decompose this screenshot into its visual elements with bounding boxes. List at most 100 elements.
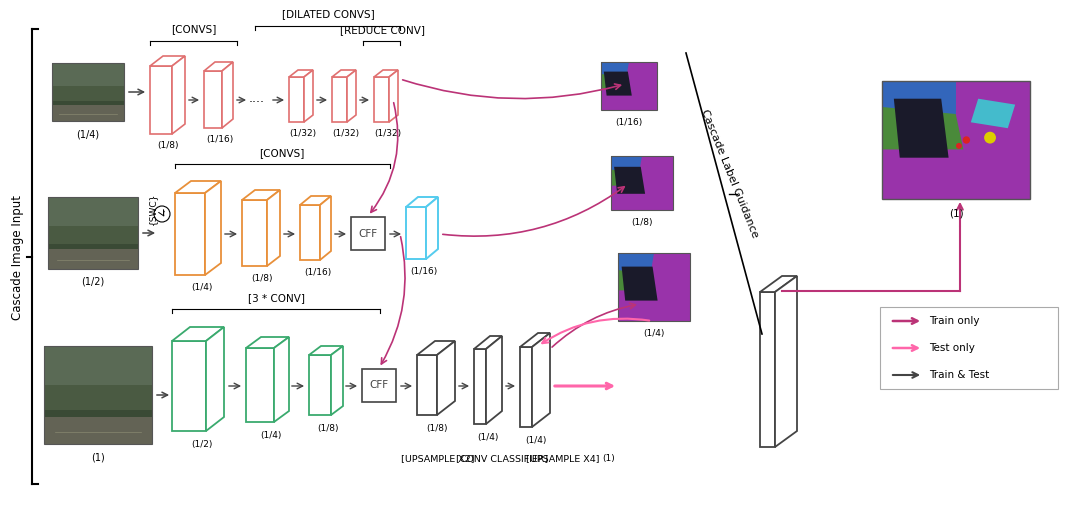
FancyBboxPatch shape: [48, 197, 138, 269]
Polygon shape: [204, 62, 233, 71]
FancyBboxPatch shape: [44, 416, 152, 444]
Polygon shape: [374, 70, 399, 77]
Polygon shape: [760, 292, 775, 447]
Polygon shape: [347, 70, 356, 122]
Polygon shape: [332, 70, 356, 77]
Text: [CONVS]: [CONVS]: [172, 24, 217, 34]
Text: Train only: Train only: [929, 316, 980, 326]
Polygon shape: [320, 196, 330, 260]
Polygon shape: [406, 197, 438, 207]
Text: CFF: CFF: [369, 381, 389, 390]
Polygon shape: [309, 346, 343, 355]
Polygon shape: [474, 336, 502, 349]
FancyBboxPatch shape: [618, 253, 690, 321]
Polygon shape: [486, 336, 502, 424]
Text: (1/8): (1/8): [158, 141, 179, 150]
Polygon shape: [172, 327, 224, 341]
Polygon shape: [150, 66, 172, 134]
Polygon shape: [437, 341, 455, 415]
Text: ....: ....: [249, 92, 265, 104]
Text: (1): (1): [602, 454, 615, 463]
Text: [UPSAMPLE X2]: [UPSAMPLE X2]: [402, 454, 475, 463]
Polygon shape: [532, 333, 550, 427]
Polygon shape: [172, 56, 185, 134]
Polygon shape: [618, 253, 654, 275]
Text: (1/4): (1/4): [77, 129, 99, 139]
Text: (1): (1): [948, 208, 963, 218]
FancyBboxPatch shape: [48, 249, 138, 269]
Polygon shape: [289, 77, 303, 122]
Text: (1): (1): [91, 452, 105, 462]
FancyBboxPatch shape: [52, 63, 124, 89]
Polygon shape: [374, 77, 389, 122]
FancyBboxPatch shape: [52, 86, 124, 101]
Text: (1/8): (1/8): [252, 274, 273, 283]
Polygon shape: [406, 207, 426, 259]
Polygon shape: [615, 167, 645, 194]
FancyBboxPatch shape: [52, 105, 124, 121]
Polygon shape: [882, 81, 956, 114]
Circle shape: [956, 143, 962, 149]
FancyBboxPatch shape: [44, 385, 152, 410]
Polygon shape: [611, 156, 642, 173]
Polygon shape: [222, 62, 233, 128]
Polygon shape: [300, 205, 320, 260]
FancyBboxPatch shape: [611, 156, 673, 210]
Text: [CONV CLASSIFIER]: [CONV CLASSIFIER]: [456, 454, 548, 463]
Polygon shape: [618, 253, 654, 291]
Text: Train & Test: Train & Test: [929, 370, 989, 380]
Polygon shape: [882, 81, 963, 150]
FancyBboxPatch shape: [48, 197, 138, 230]
Text: {SWC}: {SWC}: [148, 193, 157, 225]
Polygon shape: [274, 337, 289, 422]
Polygon shape: [267, 190, 280, 266]
Polygon shape: [246, 348, 274, 422]
Polygon shape: [622, 267, 658, 301]
Text: (1/32): (1/32): [375, 129, 402, 138]
Text: [UPSAMPLE X4]: [UPSAMPLE X4]: [526, 454, 599, 463]
Text: (1/16): (1/16): [206, 135, 233, 144]
Text: Cascade Label Guidance: Cascade Label Guidance: [700, 108, 760, 240]
Polygon shape: [600, 62, 629, 89]
FancyBboxPatch shape: [44, 346, 152, 444]
Polygon shape: [971, 99, 1015, 128]
Text: (1/32): (1/32): [289, 129, 316, 138]
Polygon shape: [417, 355, 437, 415]
Polygon shape: [417, 341, 455, 355]
Polygon shape: [242, 190, 280, 200]
Text: (1/2): (1/2): [191, 440, 213, 449]
Polygon shape: [309, 355, 330, 415]
Polygon shape: [204, 71, 222, 128]
Polygon shape: [300, 196, 330, 205]
FancyBboxPatch shape: [44, 346, 152, 390]
Text: (1/4): (1/4): [525, 436, 546, 445]
Text: (1/4): (1/4): [260, 431, 282, 440]
Text: [CONVS]: [CONVS]: [259, 148, 305, 158]
Polygon shape: [600, 62, 629, 77]
Polygon shape: [604, 72, 632, 96]
Polygon shape: [760, 276, 797, 292]
Circle shape: [984, 132, 996, 144]
Polygon shape: [246, 337, 289, 348]
Polygon shape: [242, 200, 267, 266]
Polygon shape: [894, 99, 948, 158]
Polygon shape: [175, 193, 205, 275]
FancyBboxPatch shape: [362, 369, 396, 402]
Polygon shape: [175, 181, 221, 193]
Text: (1/8): (1/8): [318, 424, 339, 433]
Polygon shape: [389, 70, 399, 122]
Text: (1/4): (1/4): [477, 433, 499, 442]
Polygon shape: [474, 349, 486, 424]
Text: CFF: CFF: [359, 229, 378, 239]
FancyBboxPatch shape: [351, 217, 384, 250]
Polygon shape: [303, 70, 313, 122]
FancyBboxPatch shape: [48, 226, 138, 244]
FancyBboxPatch shape: [600, 62, 657, 110]
Text: (1/8): (1/8): [427, 424, 448, 433]
Polygon shape: [775, 276, 797, 447]
Text: Test only: Test only: [929, 343, 975, 353]
Polygon shape: [330, 346, 343, 415]
Polygon shape: [150, 56, 185, 66]
Text: (1/16): (1/16): [410, 267, 437, 276]
FancyBboxPatch shape: [52, 63, 124, 121]
